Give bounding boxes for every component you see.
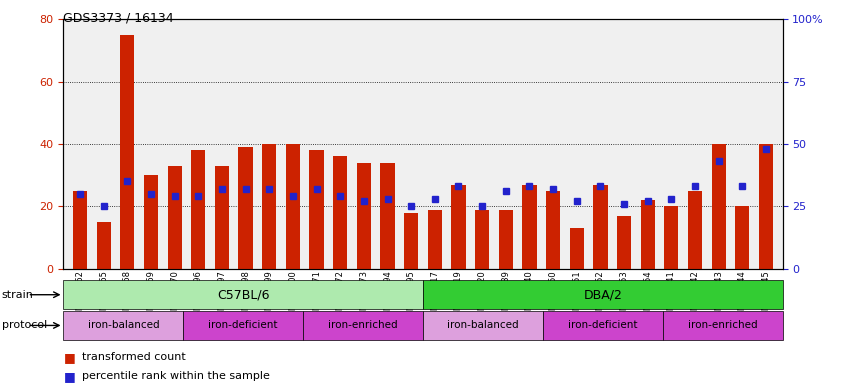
Bar: [452, 185, 465, 269]
Bar: [303, 311, 423, 340]
Bar: [333, 157, 348, 269]
Bar: [664, 207, 678, 269]
Bar: [262, 144, 277, 269]
Text: percentile rank within the sample: percentile rank within the sample: [82, 371, 270, 381]
Bar: [428, 210, 442, 269]
Bar: [96, 222, 111, 269]
Bar: [546, 191, 560, 269]
Bar: [239, 147, 253, 269]
Bar: [759, 144, 773, 269]
Text: DBA/2: DBA/2: [584, 288, 622, 301]
Bar: [215, 166, 229, 269]
Text: iron-deficient: iron-deficient: [208, 320, 278, 331]
Text: iron-balanced: iron-balanced: [88, 320, 159, 331]
Bar: [63, 311, 184, 340]
Text: iron-balanced: iron-balanced: [448, 320, 519, 331]
Bar: [735, 207, 750, 269]
Text: strain: strain: [2, 290, 34, 300]
Bar: [120, 35, 135, 269]
Bar: [593, 185, 607, 269]
Bar: [543, 311, 662, 340]
Text: iron-enriched: iron-enriched: [688, 320, 757, 331]
Bar: [475, 210, 489, 269]
Text: protocol: protocol: [2, 320, 47, 331]
Bar: [423, 311, 543, 340]
Bar: [640, 200, 655, 269]
Bar: [498, 210, 513, 269]
Bar: [423, 280, 783, 309]
Bar: [569, 228, 584, 269]
Bar: [711, 144, 726, 269]
Bar: [310, 150, 324, 269]
Bar: [184, 311, 303, 340]
Bar: [191, 150, 206, 269]
Text: iron-deficient: iron-deficient: [568, 320, 638, 331]
Text: transformed count: transformed count: [82, 352, 186, 362]
Bar: [144, 175, 158, 269]
Bar: [357, 163, 371, 269]
Bar: [63, 280, 423, 309]
Bar: [617, 216, 631, 269]
Text: C57BL/6: C57BL/6: [217, 288, 270, 301]
Bar: [168, 166, 182, 269]
Text: GDS3373 / 16134: GDS3373 / 16134: [63, 12, 174, 25]
Text: iron-enriched: iron-enriched: [328, 320, 398, 331]
Bar: [522, 185, 536, 269]
Bar: [73, 191, 87, 269]
Text: ■: ■: [63, 351, 75, 364]
Bar: [662, 311, 783, 340]
Text: ■: ■: [63, 370, 75, 383]
Bar: [381, 163, 394, 269]
Bar: [404, 213, 418, 269]
Bar: [688, 191, 702, 269]
Bar: [286, 144, 300, 269]
